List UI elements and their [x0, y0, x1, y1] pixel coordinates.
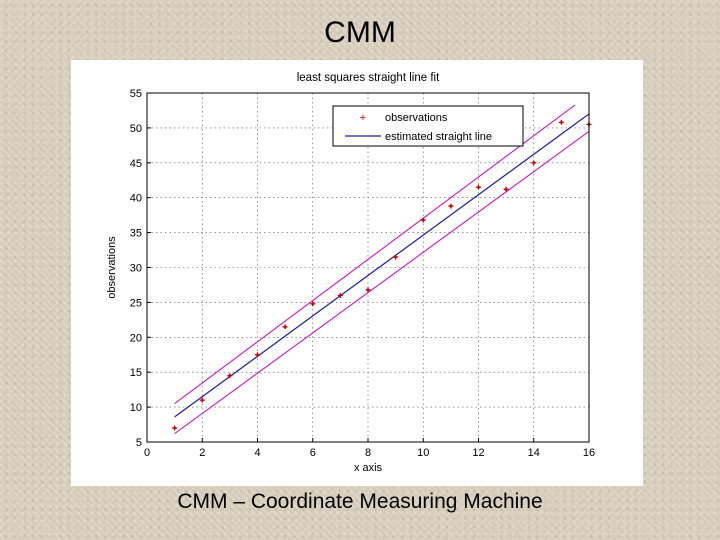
point-dot: [421, 218, 425, 222]
point-dot: [366, 288, 370, 292]
observation-point: [227, 373, 233, 379]
point-dot: [228, 374, 232, 377]
y-tick-label: 50: [130, 123, 142, 135]
y-tick-label: 15: [130, 367, 142, 379]
point-dot: [256, 353, 259, 357]
slide-caption: CMM – Coordinate Measuring Machine: [177, 490, 543, 513]
x-axis-label: x axis: [354, 462, 383, 474]
observation-points: [172, 119, 592, 431]
y-tick-label: 45: [130, 158, 142, 170]
point-dot: [339, 294, 342, 297]
point-dot: [477, 185, 480, 189]
observation-point: [448, 203, 454, 209]
legend: + observations estimated straight line: [332, 105, 524, 147]
point-dot: [394, 255, 397, 259]
confidence-bands: [174, 104, 590, 435]
x-tick-label: 6: [310, 447, 316, 459]
chart-title: least squares straight line fit: [297, 72, 440, 84]
y-tick-label: 40: [130, 193, 142, 205]
observation-point: [282, 324, 288, 330]
legend-box: [332, 105, 524, 147]
observation-point: [172, 425, 178, 431]
upper-band-line: [174, 104, 576, 405]
observation-point: [476, 184, 481, 190]
observation-point: [337, 292, 343, 298]
legend-observations-marker: +: [360, 112, 366, 124]
observation-point: [255, 352, 260, 358]
y-tick-label: 35: [130, 228, 142, 240]
y-tick-label: 20: [130, 332, 142, 344]
lower-band-line: [174, 130, 590, 435]
point-dot: [449, 204, 453, 208]
point-dot: [283, 325, 287, 329]
chart-panel: 0 2 4 6 8 10 12 14 16 5 10 15 20 25 30 35 40 45 50 55 least…: [71, 60, 643, 486]
observation-point: [393, 254, 399, 260]
point-dot: [504, 188, 508, 191]
y-tick-label: 55: [130, 88, 142, 100]
point-dot: [311, 302, 315, 306]
x-tick-label: 0: [144, 447, 150, 459]
estimated-line: [174, 113, 590, 418]
point-dot: [532, 161, 536, 165]
y-tick-label: 30: [130, 263, 142, 275]
y-tick-label: 5: [136, 437, 142, 449]
observation-point: [365, 287, 371, 293]
fit-line-layer: [174, 113, 590, 418]
observation-point: [420, 217, 426, 223]
point-dot: [560, 121, 563, 124]
x-tick-label: 4: [254, 447, 260, 459]
observation-point: [531, 160, 537, 166]
scatter-chart: 0 2 4 6 8 10 12 14 16 5 10 15 20 25 30 35 40 45 50 55 least…: [106, 72, 595, 474]
legend-observations-label: observations: [385, 112, 448, 124]
point-dot: [200, 398, 204, 402]
observation-point: [558, 119, 564, 125]
x-tick-label: 14: [528, 447, 540, 459]
y-tick-label: 10: [130, 402, 142, 414]
observation-point: [310, 301, 316, 307]
point-dot: [173, 426, 176, 430]
x-tick-label: 8: [365, 447, 371, 459]
tick-labels: 0 2 4 6 8 10 12 14 16 5 10 15 20 25 30 35 40 45 50 55: [130, 88, 595, 459]
y-axis-label: observations: [106, 236, 118, 299]
x-tick-label: 2: [199, 447, 205, 459]
legend-line-label: estimated straight line: [385, 131, 492, 143]
x-tick-label: 10: [417, 447, 429, 459]
slide-title: CMM: [324, 16, 396, 49]
y-tick-label: 25: [130, 297, 142, 309]
observation-point: [503, 186, 509, 192]
observation-point: [199, 397, 205, 403]
x-tick-label: 16: [583, 447, 595, 459]
x-tick-label: 12: [472, 447, 484, 459]
